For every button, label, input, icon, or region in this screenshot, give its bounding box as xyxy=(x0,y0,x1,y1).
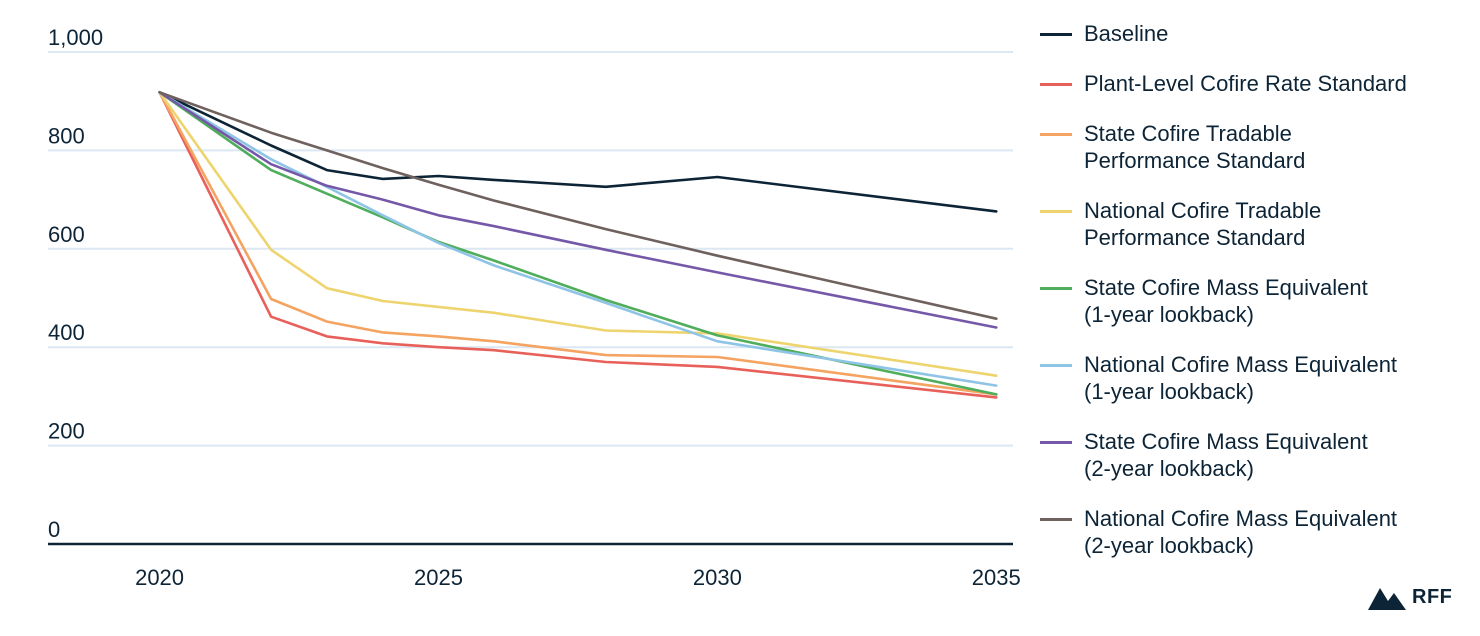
legend-swatch xyxy=(1040,210,1072,213)
series-line-6 xyxy=(158,91,998,329)
series-line-0 xyxy=(158,91,998,213)
y-tick-label: 800 xyxy=(48,123,85,148)
y-tick-label: 1,000 xyxy=(48,25,103,50)
legend-swatch xyxy=(1040,287,1072,290)
legend-item: State Cofire Mass Equivalent (2-year loo… xyxy=(1040,428,1470,482)
mountain-icon xyxy=(1368,588,1406,610)
rff-logo: RFF xyxy=(1368,584,1452,610)
legend-item: Baseline xyxy=(1040,20,1470,47)
logo-text: RFF xyxy=(1412,585,1453,608)
legend-swatch xyxy=(1040,83,1072,86)
x-tick-label: 2035 xyxy=(972,565,1021,590)
x-axis-ticks: 2020 2025 2030 2035 xyxy=(135,565,1021,590)
legend-item: National Cofire Mass Equivalent (2-year … xyxy=(1040,505,1470,559)
legend-item: State Cofire Mass Equivalent (1-year loo… xyxy=(1040,274,1470,328)
y-tick-label: 200 xyxy=(48,419,85,444)
x-tick-label: 2030 xyxy=(693,565,742,590)
legend-item: State Cofire Tradable Performance Standa… xyxy=(1040,120,1470,174)
legend-swatch xyxy=(1040,441,1072,444)
legend-item: Plant-Level Cofire Rate Standard xyxy=(1040,70,1470,97)
legend-label: National Cofire Tradable Performance Sta… xyxy=(1084,198,1322,250)
legend-label: National Cofire Mass Equivalent (2-year … xyxy=(1084,506,1398,558)
y-tick-label: 0 xyxy=(48,517,60,542)
y-tick-label: 600 xyxy=(48,222,85,247)
legend-swatch xyxy=(1040,518,1072,521)
legend-swatch xyxy=(1040,133,1072,136)
series-line-3 xyxy=(158,91,998,378)
series-line-2 xyxy=(158,91,998,396)
legend-swatch xyxy=(1040,364,1072,367)
legend-label: State Cofire Mass Equivalent (1-year loo… xyxy=(1084,275,1368,327)
y-tick-label: 400 xyxy=(48,320,85,345)
x-tick-label: 2020 xyxy=(135,565,184,590)
series-line-1 xyxy=(158,91,998,399)
legend-item: National Cofire Mass Equivalent (1-year … xyxy=(1040,351,1470,405)
y-axis-ticks: 0 200 400 600 800 1,000 xyxy=(48,25,103,542)
series-lines xyxy=(158,91,998,399)
grid-lines xyxy=(48,51,1013,447)
series-line-5 xyxy=(158,91,998,387)
legend-label: National Cofire Mass Equivalent (1-year … xyxy=(1084,352,1398,404)
legend-label: State Cofire Mass Equivalent (2-year loo… xyxy=(1084,429,1368,481)
line-chart: 0 200 400 600 800 1,000 2020 2025 2030 2035 xyxy=(48,25,1021,590)
legend-label: Baseline xyxy=(1084,21,1169,46)
legend-label: Plant-Level Cofire Rate Standard xyxy=(1084,71,1407,96)
x-tick-label: 2025 xyxy=(414,565,463,590)
legend: Baseline Plant-Level Cofire Rate Standard… xyxy=(1040,20,1470,559)
series-line-7 xyxy=(158,91,998,321)
legend-item: National Cofire Tradable Performance Sta… xyxy=(1040,197,1470,251)
legend-swatch xyxy=(1040,33,1072,36)
legend-label: State Cofire Tradable Performance Standa… xyxy=(1084,121,1306,173)
